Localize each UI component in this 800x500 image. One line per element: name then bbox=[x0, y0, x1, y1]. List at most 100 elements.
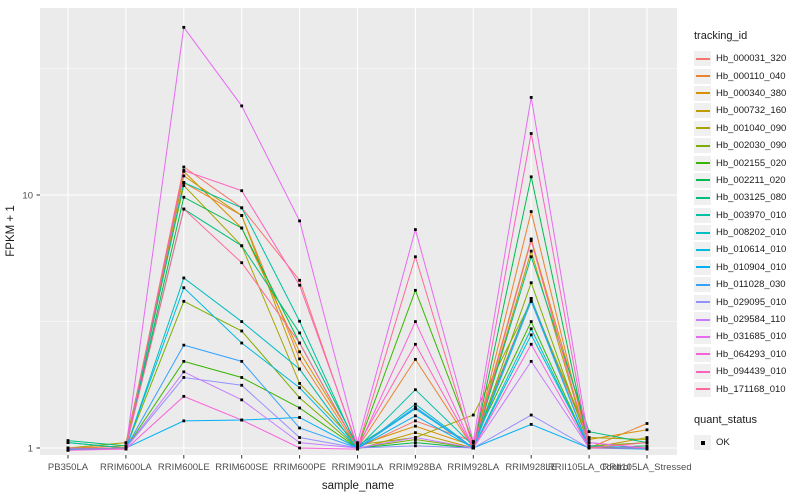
legend-label: Hb_064293_010 bbox=[716, 348, 787, 360]
legend-entry: Hb_171168_010 bbox=[694, 380, 800, 397]
data-point bbox=[298, 386, 301, 390]
data-point bbox=[414, 407, 417, 411]
legend-label: OK bbox=[716, 437, 730, 448]
data-point bbox=[182, 419, 186, 423]
data-point bbox=[182, 370, 186, 374]
legend-entry: Hb_000031_320 bbox=[694, 50, 800, 67]
legend-label: Hb_171168_010 bbox=[716, 383, 786, 395]
data-point bbox=[240, 104, 244, 108]
data-point bbox=[414, 388, 417, 392]
data-point bbox=[414, 414, 417, 418]
legend-entry: Hb_031685_010 bbox=[694, 328, 800, 345]
x-tick-label: RRIM928BA bbox=[389, 462, 442, 473]
legend-label: Hb_002030_090 bbox=[716, 140, 787, 152]
data-point bbox=[414, 255, 417, 259]
data-point bbox=[529, 237, 533, 241]
legend-entry: Hb_029095_010 bbox=[694, 293, 800, 310]
data-point bbox=[298, 319, 301, 323]
data-point bbox=[529, 239, 533, 243]
legend-key bbox=[694, 312, 711, 328]
data-point bbox=[240, 244, 244, 248]
legend-key bbox=[694, 155, 711, 171]
x-tick-label: RRIM600PE bbox=[273, 462, 326, 473]
legend-key bbox=[694, 225, 711, 241]
data-point bbox=[645, 441, 649, 445]
legend-key bbox=[694, 207, 711, 223]
data-point bbox=[240, 320, 244, 323]
data-point bbox=[240, 398, 244, 402]
data-point bbox=[529, 422, 533, 426]
legend-label: Hb_010614_010 bbox=[716, 244, 787, 256]
data-point bbox=[182, 207, 186, 211]
data-point bbox=[471, 440, 475, 443]
data-point bbox=[240, 226, 244, 230]
legend-label: Hb_011028_030 bbox=[716, 279, 786, 291]
legend-swatch-line bbox=[695, 57, 710, 60]
legend-entry: Hb_011028_030 bbox=[694, 276, 800, 293]
data-point bbox=[240, 329, 244, 333]
data-point bbox=[529, 96, 533, 99]
y-tick-label: 1 bbox=[28, 444, 33, 455]
data-point bbox=[182, 184, 186, 187]
data-point bbox=[587, 441, 591, 445]
data-point bbox=[182, 174, 186, 178]
data-point bbox=[414, 438, 417, 441]
legend-swatch-line bbox=[695, 214, 710, 217]
plot-panel bbox=[40, 8, 677, 455]
data-point bbox=[645, 438, 649, 441]
data-point bbox=[414, 424, 417, 428]
black-square-point-icon bbox=[700, 440, 705, 445]
legend-entry: Hb_002155_020 bbox=[694, 154, 800, 171]
data-point bbox=[587, 430, 591, 434]
data-point bbox=[529, 320, 533, 323]
x-tick-label: RRIM600LA bbox=[100, 462, 152, 473]
data-point bbox=[298, 436, 301, 439]
legend-entry: Hb_010904_010 bbox=[694, 259, 800, 276]
x-tick-label: PB350LA bbox=[48, 462, 89, 473]
legend-key bbox=[694, 435, 711, 450]
legend-entry: Hb_000110_040 bbox=[694, 67, 800, 84]
legend-swatch-line bbox=[695, 179, 710, 182]
data-point bbox=[645, 428, 649, 432]
data-point bbox=[182, 165, 186, 169]
data-point bbox=[645, 436, 649, 439]
legend-label: Hb_029584_110 bbox=[716, 314, 786, 326]
data-point bbox=[645, 422, 649, 425]
legend-label: Hb_094439_010 bbox=[716, 366, 787, 378]
data-point bbox=[587, 446, 591, 450]
legend-label: Hb_003970_010 bbox=[716, 209, 787, 221]
data-point bbox=[414, 357, 417, 361]
data-point bbox=[298, 441, 301, 445]
legend-key bbox=[694, 259, 711, 275]
data-point bbox=[240, 341, 244, 345]
data-point bbox=[298, 341, 301, 345]
data-point bbox=[240, 359, 244, 363]
legend-swatch-line bbox=[695, 127, 710, 130]
x-tick-label: RRIM901LA bbox=[332, 462, 384, 473]
legend-swatch-line bbox=[695, 162, 710, 165]
data-point bbox=[529, 299, 533, 303]
legend-entry: Hb_002030_090 bbox=[694, 137, 800, 154]
data-point bbox=[414, 342, 417, 346]
legend-label: Hb_001040_090 bbox=[716, 122, 787, 134]
legend-key bbox=[694, 85, 711, 101]
data-point bbox=[182, 25, 186, 29]
data-point bbox=[240, 206, 244, 210]
data-point bbox=[529, 297, 533, 300]
legend-key bbox=[694, 172, 711, 188]
data-point bbox=[182, 359, 186, 363]
data-point bbox=[414, 436, 417, 439]
data-point bbox=[298, 406, 301, 410]
legend-swatch-line bbox=[695, 266, 710, 269]
legend-label: Hb_003125_080 bbox=[716, 192, 787, 204]
legend-swatch-line bbox=[695, 231, 710, 234]
data-point bbox=[414, 228, 417, 231]
data-point bbox=[529, 210, 533, 213]
data-point bbox=[298, 367, 301, 371]
data-point bbox=[240, 376, 244, 379]
legend-entry: Hb_008202_010 bbox=[694, 224, 800, 241]
data-point bbox=[529, 327, 533, 331]
data-point bbox=[182, 376, 186, 379]
data-point bbox=[182, 195, 186, 199]
legend-key bbox=[694, 242, 711, 258]
